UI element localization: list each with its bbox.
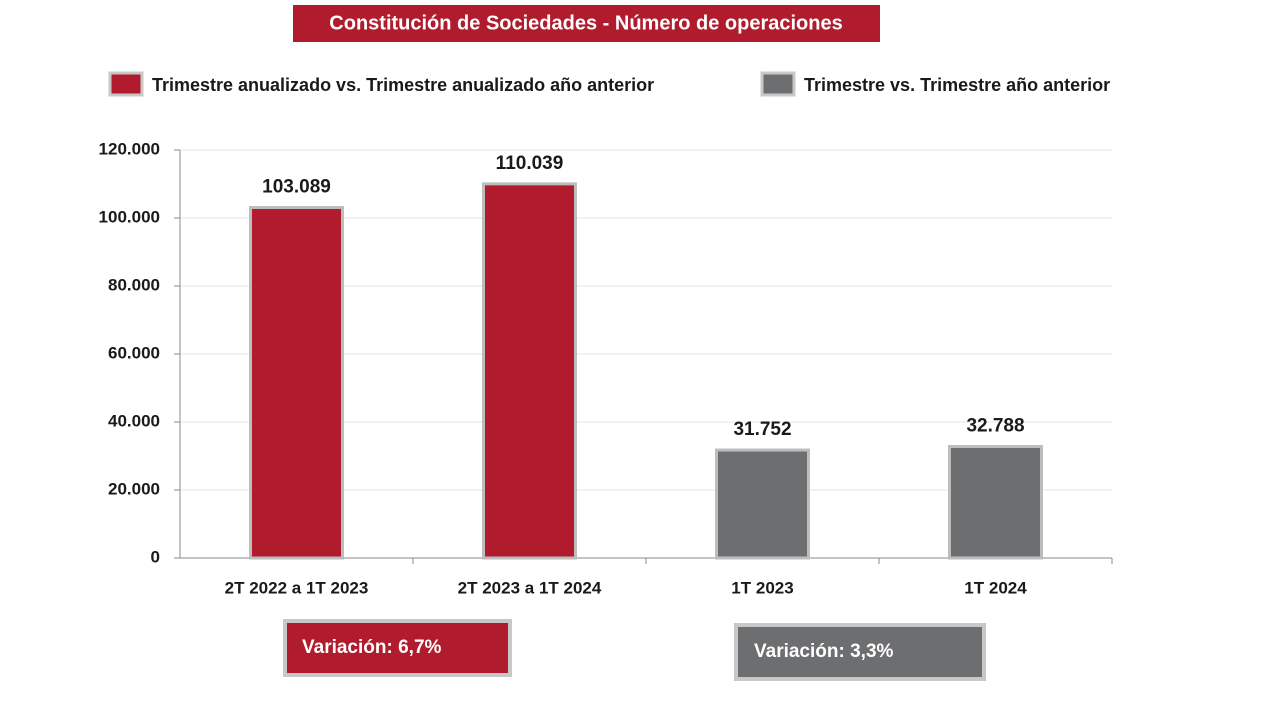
x-tick-label: 2T 2022 a 1T 2023 — [225, 578, 369, 597]
y-tick-label: 80.000 — [108, 275, 160, 294]
y-tick-label: 120.000 — [99, 139, 160, 158]
y-tick-label: 60.000 — [108, 343, 160, 362]
annotation-box — [283, 619, 512, 677]
x-tick-label: 1T 2023 — [731, 578, 793, 597]
y-tick-label: 100.000 — [99, 207, 160, 226]
annotation-box — [734, 623, 986, 681]
annotation: Variación: 3,3% — [754, 641, 894, 662]
y-tick-label: 20.000 — [108, 479, 160, 498]
y-tick-label: 40.000 — [108, 411, 160, 430]
x-tick-label: 2T 2023 a 1T 2024 — [458, 578, 602, 597]
bar — [715, 448, 810, 560]
annotation: Variación: 6,7% — [302, 637, 442, 658]
value-label: 31.752 — [733, 419, 791, 440]
bar — [948, 445, 1043, 560]
y-tick-label: 0 — [151, 547, 160, 566]
legend-swatch — [108, 71, 144, 97]
legend-swatch — [760, 71, 796, 97]
x-tick-label: 1T 2024 — [964, 578, 1027, 597]
value-label: 32.788 — [966, 416, 1024, 437]
bar — [482, 182, 577, 560]
chart-title: Constitución de Sociedades - Número de o… — [329, 12, 842, 34]
value-label: 103.089 — [262, 177, 331, 198]
legend-label: Trimestre vs. Trimestre año anterior — [804, 75, 1110, 95]
value-label: 110.039 — [496, 153, 564, 174]
title-box — [293, 5, 880, 42]
bar — [249, 205, 344, 560]
legend-label: Trimestre anualizado vs. Trimestre anual… — [152, 75, 654, 95]
